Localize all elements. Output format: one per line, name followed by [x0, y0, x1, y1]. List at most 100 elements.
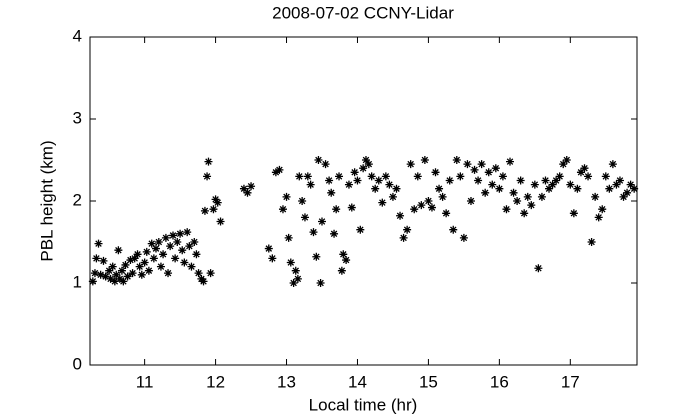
data-point: [608, 160, 617, 169]
data-point: [106, 274, 115, 283]
data-point: [520, 209, 529, 218]
data-point: [619, 192, 628, 201]
data-point: [612, 180, 621, 189]
x-tick-label: 17: [561, 372, 580, 391]
data-point: [187, 262, 196, 271]
data-point: [456, 172, 465, 181]
data-point: [110, 277, 119, 286]
data-point: [580, 164, 589, 173]
data-point: [94, 239, 103, 248]
data-point: [169, 231, 178, 240]
data-point: [445, 176, 454, 185]
data-point: [470, 165, 479, 174]
x-axis-label: Local time (hr): [309, 395, 418, 414]
data-point: [156, 262, 165, 271]
data-point: [584, 172, 593, 181]
data-point: [271, 168, 280, 177]
data-point: [137, 270, 146, 279]
data-point: [112, 270, 121, 279]
data-point: [576, 168, 585, 177]
data-point: [452, 156, 461, 164]
data-point: [615, 176, 624, 185]
data-point: [559, 160, 568, 169]
data-point: [185, 242, 194, 251]
data-point: [534, 264, 543, 273]
data-point: [403, 225, 412, 234]
data-point: [378, 198, 387, 207]
data-point: [562, 156, 571, 164]
data-point: [327, 188, 336, 197]
data-point: [144, 266, 153, 275]
data-point: [121, 260, 130, 269]
data-point: [314, 156, 323, 164]
data-point: [420, 156, 429, 164]
data-point: [350, 168, 359, 177]
data-point: [385, 180, 394, 189]
data-point: [449, 225, 458, 234]
data-point: [92, 254, 101, 263]
data-point: [115, 274, 124, 283]
data-point: [178, 246, 187, 255]
data-point: [466, 197, 475, 205]
data-point: [361, 156, 370, 164]
data-point: [154, 238, 163, 246]
data-point: [211, 195, 220, 204]
y-tick-label: 0: [73, 354, 82, 373]
data-point: [623, 188, 632, 197]
data-point: [495, 184, 504, 193]
data-point: [209, 205, 218, 214]
data-point: [268, 254, 277, 263]
data-point: [298, 197, 307, 205]
data-point: [309, 228, 318, 237]
data-point: [161, 233, 170, 242]
data-point: [275, 165, 284, 174]
data-point: [502, 205, 511, 214]
data-point: [626, 180, 635, 189]
data-point: [264, 244, 273, 253]
data-point: [537, 192, 546, 201]
data-point: [96, 270, 105, 279]
data-point: [99, 256, 108, 265]
y-tick-label: 2: [73, 190, 82, 209]
data-point: [303, 172, 312, 181]
data-point: [630, 184, 639, 193]
data-point: [247, 182, 256, 191]
data-point: [183, 228, 192, 237]
data-point: [289, 279, 298, 287]
data-point: [306, 180, 315, 189]
data-point: [200, 206, 209, 215]
y-tick-label: 3: [73, 108, 82, 127]
data-point: [438, 192, 447, 201]
data-point: [552, 176, 561, 185]
data-point: [399, 233, 408, 242]
data-point: [477, 160, 486, 169]
data-point: [548, 180, 557, 189]
data-point: [481, 188, 490, 197]
y-tick-label: 4: [73, 26, 82, 45]
data-point: [128, 269, 137, 278]
data-point: [601, 172, 610, 181]
data-point: [388, 192, 397, 201]
data-point: [243, 188, 252, 197]
data-point: [374, 176, 383, 185]
data-point: [410, 205, 419, 214]
data-point: [278, 205, 287, 214]
data-point: [364, 160, 373, 169]
data-point: [176, 229, 185, 238]
y-tick-label: 1: [73, 272, 82, 291]
data-point: [213, 198, 222, 207]
data-point: [530, 180, 539, 189]
data-point: [164, 269, 173, 278]
data-point: [474, 176, 483, 185]
data-point: [130, 254, 139, 263]
data-point: [166, 242, 175, 251]
data-point: [173, 238, 182, 246]
data-point: [171, 254, 180, 263]
data-point: [300, 213, 309, 222]
data-point: [427, 203, 436, 212]
y-axis-label: PBL height (km): [37, 140, 56, 261]
data-point: [332, 205, 341, 214]
data-point: [442, 209, 451, 218]
data-point: [506, 157, 515, 166]
data-point: [101, 272, 110, 281]
